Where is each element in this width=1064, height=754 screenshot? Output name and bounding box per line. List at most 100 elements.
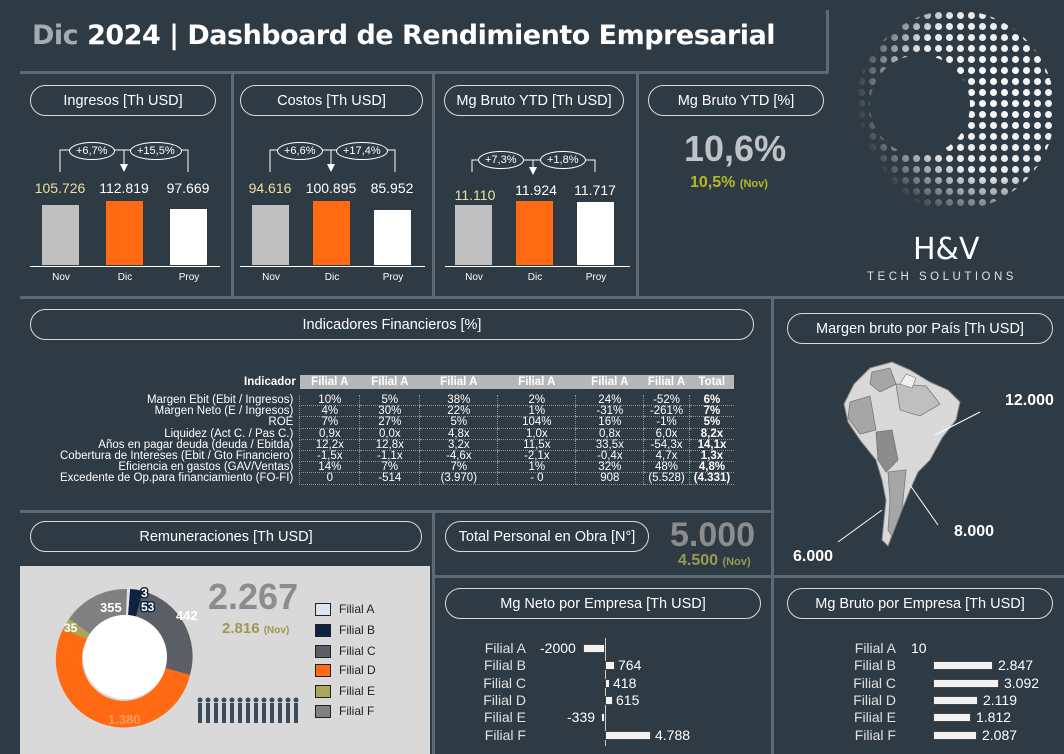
bar-nov: [455, 205, 492, 265]
table-row: Años en pagar deuda (deuda / Ebitda) 12,2…: [56, 439, 735, 452]
bar-value: 94.616: [248, 180, 292, 196]
indicadores-title: Indicadores Financieros [%]: [30, 309, 754, 340]
bar-category: Filial A: [854, 640, 896, 656]
bar-category: Dic: [324, 272, 340, 283]
mgpct-prev: 10,5% (Nov): [690, 174, 768, 191]
bar: [605, 731, 651, 740]
divider: [20, 71, 828, 74]
bar: [933, 661, 993, 670]
mgpct-value: 10,6%: [684, 128, 787, 169]
personal-title: Total Personal en Obra [N°]: [445, 521, 649, 552]
map-label: 12.000: [1005, 392, 1054, 409]
mgbrutoemp-chart: Filial A Filial B Filial C Filial D Fili…: [780, 638, 1064, 748]
bar: [601, 713, 605, 722]
bar-category: Filial F: [854, 727, 896, 743]
bar-category: Nov: [465, 272, 483, 283]
table-row: Liquidez (Act C. / Pas C.) 0,9x 0,0x 4,8x 1,…: [56, 428, 735, 440]
legend-filial-d: Filial D: [315, 663, 376, 677]
bar-value: 105.726: [34, 180, 86, 196]
brand-name: H&V: [913, 232, 980, 267]
table-row: Margen Neto (E / Ingresos) 4% 30% 22% 1% -31%…: [56, 405, 735, 418]
bar-proy: [374, 210, 411, 265]
svg-text:355: 355: [100, 600, 122, 615]
variance-arrows: [471, 159, 596, 175]
bar-value: 85.952: [370, 180, 414, 196]
variance-bubble: +6,7%: [69, 142, 115, 160]
divider: [20, 510, 772, 513]
divider: [432, 73, 435, 298]
bar-value: 418: [613, 675, 637, 691]
bar: [933, 731, 977, 740]
bar-value: 764: [618, 657, 642, 673]
bar: [933, 679, 999, 688]
bar-value: 11.717: [574, 182, 616, 198]
logo: H&V TECH SOLUTIONS: [845, 10, 1055, 290]
bar: [605, 661, 615, 670]
bar-value: 100.895: [305, 180, 357, 196]
bar-value: 3.092: [1004, 675, 1040, 691]
bar-category: Filial E: [483, 709, 526, 725]
indicadores-table: Indicador Filial A Filial A Filial A Fil…: [56, 375, 735, 485]
bar-nov: [42, 205, 79, 265]
legend-filial-b: Filial B: [315, 623, 375, 637]
bar-category: Dic: [117, 272, 133, 283]
bar-proy: [170, 209, 207, 265]
map-label: 8.000: [954, 523, 995, 540]
svg-text:53: 53: [141, 600, 155, 614]
variance-bubble: +15,5%: [130, 142, 182, 160]
bar-category: Dic: [527, 272, 543, 283]
bar-dic: [106, 201, 143, 265]
remuneraciones-prev: 2.816 (Nov): [222, 620, 290, 637]
divider: [636, 73, 639, 298]
bar-category: Filial B: [483, 657, 526, 673]
mgbrutoemp-title: Mg Bruto por Empresa [Th USD]: [787, 588, 1053, 619]
variance-bubble: +17,4%: [336, 142, 388, 160]
divider: [432, 512, 435, 754]
south-america-map: [843, 361, 961, 547]
table-row: ROE 7% 27% 5% 104% 16% -1% 5%: [56, 417, 735, 429]
divider: [20, 296, 1064, 299]
svg-text:1.380: 1.380: [108, 712, 141, 727]
divider: [826, 10, 829, 73]
costos-chart: +6,6% +17,4% 94.616 100.895 85.952 Nov D…: [235, 120, 430, 295]
bar-category: Proy: [178, 272, 200, 283]
bar-value: 4.788: [655, 727, 691, 743]
table-row: Excedente de Op.para financiamiento (FO-…: [56, 473, 735, 485]
bar-value: 11.924: [515, 182, 557, 198]
bar: [605, 679, 610, 688]
bar-value: 2.847: [998, 657, 1034, 673]
svg-text:35: 35: [64, 621, 78, 635]
remuneraciones-donut: 355 3 53 442 35 1.380: [55, 585, 198, 728]
divider: [432, 575, 1064, 578]
mgbruto-title: Mg Bruto YTD [Th USD]: [444, 85, 624, 116]
bar-value: -2000: [540, 640, 576, 656]
bar-category: Nov: [262, 272, 280, 283]
mgbruto-chart: +7,3% +1,8% 11.110 11.924 11.717 Nov Dic…: [440, 120, 635, 295]
costos-title: Costos [Th USD]: [240, 85, 423, 116]
map-label: 6.000: [793, 548, 834, 565]
axis: [30, 265, 220, 267]
bar-category: Filial C: [853, 675, 896, 691]
people-icon: [197, 697, 299, 723]
table-row: Eficiencia en gastos (GAV/Ventas) 14% 7% 7%…: [56, 461, 735, 474]
mgneto-title: Mg Neto por Empresa [Th USD]: [445, 588, 761, 619]
axis: [445, 265, 630, 267]
mapa-title: Margen bruto por País [Th USD]: [787, 313, 1053, 344]
mgneto-chart: Filial A Filial B Filial C Filial D Fili…: [440, 638, 770, 748]
divider: [231, 73, 234, 298]
table-header: Indicador Filial A Filial A Filial A Fil…: [56, 375, 735, 389]
remuneraciones-panel: 355 3 53 442 35 1.380 2.267 2.816 (Nov) …: [20, 566, 430, 754]
bar-dic: [516, 201, 553, 265]
bar-proy: [577, 202, 614, 265]
bar-category: Filial A: [484, 640, 526, 656]
legend-filial-f: Filial F: [315, 704, 374, 718]
divider: [771, 298, 774, 754]
variance-bubble: +1,8%: [540, 151, 586, 169]
bar-value: 10: [911, 640, 927, 656]
mgpct-title: Mg Bruto YTD [%]: [648, 85, 824, 116]
axis: [240, 265, 425, 267]
bar-category: Filial F: [484, 727, 526, 743]
variance-arrows: [269, 149, 396, 172]
bar: [605, 696, 613, 705]
bar-value: 11.110: [454, 187, 496, 203]
